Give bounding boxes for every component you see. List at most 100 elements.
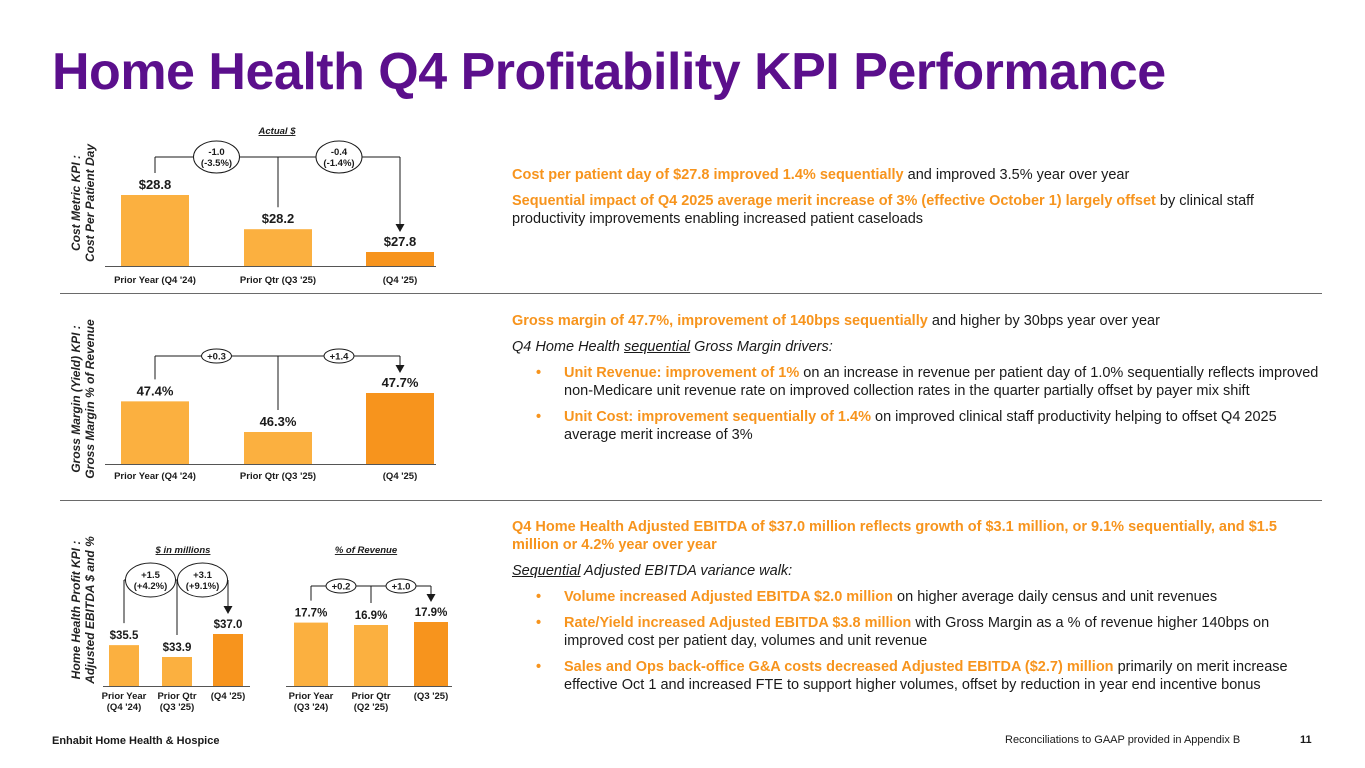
- bridge-label: (+4.2%): [134, 581, 168, 592]
- bridge-oval: [385, 578, 417, 594]
- bar: [109, 645, 139, 686]
- ebitda-bullet-1-text: on higher average daily census and unit …: [893, 589, 1218, 605]
- chart-header: Actual $: [258, 126, 297, 137]
- category-label: (Q3 '24): [294, 702, 328, 713]
- category-label: (Q2 '25): [354, 702, 388, 713]
- bridge-oval: [125, 562, 176, 598]
- margin-commentary: Gross margin of 47.7%, improvement of 14…: [512, 312, 1322, 452]
- margin-drivers-underlined: sequential: [624, 339, 691, 355]
- bridge-label: -1.0: [208, 147, 224, 158]
- bridge-oval: [323, 348, 355, 364]
- ebitda-commentary: Q4 Home Health Adjusted EBITDA of $37.0 …: [512, 518, 1322, 702]
- margin-commentary-para-1: Gross margin of 47.7%, improvement of 14…: [512, 312, 1322, 330]
- arrow-down-icon: [426, 594, 436, 602]
- bullet-icon: •: [536, 365, 542, 381]
- list-item: • Sales and Ops back-office G&A costs dec…: [512, 658, 1322, 694]
- bridge-label: (-1.4%): [323, 158, 354, 169]
- ebitda-walk-underlined: Sequential: [512, 563, 581, 579]
- category-label: (Q3 '25): [414, 691, 448, 702]
- bar: [213, 634, 243, 686]
- bullet-icon: •: [536, 615, 542, 631]
- category-label: Prior Year: [102, 691, 147, 702]
- category-label: (Q4 '24): [107, 702, 141, 713]
- margin-highlight-1: Gross margin of 47.7%, improvement of 14…: [512, 313, 928, 329]
- category-label: (Q4 '25): [383, 275, 417, 286]
- data-label: 17.7%: [295, 608, 328, 620]
- arrow-down-icon: [223, 606, 233, 614]
- gross-margin-chart: 47.4% 46.3% 47.7% Prior Year (Q4 '24) Prior …: [105, 348, 436, 482]
- cost-text-2: by clinical staff productivity improveme…: [512, 193, 1254, 227]
- bar: [244, 229, 312, 266]
- data-label: 17.9%: [415, 607, 448, 619]
- bridge-label: +3.1: [193, 570, 212, 581]
- bar: [162, 657, 192, 686]
- ebitda-bullet-1-highlight: Volume increased Adjusted EBITDA $2.0 mi…: [564, 589, 894, 605]
- bar: [244, 432, 312, 464]
- cost-commentary-para-2: Sequential impact of Q4 2025 average mer…: [512, 192, 1322, 228]
- data-label: 46.3%: [260, 414, 297, 429]
- bar: [294, 622, 328, 686]
- category-label: Prior Year (Q4 '24): [114, 471, 196, 482]
- cost-per-patient-day-chart: Actual $ $28.8 $28.2 $27.8 Prior Year (Q4 '2…: [105, 126, 436, 286]
- bridge-label: +0.2: [332, 582, 351, 593]
- footer-note: Reconciliations to GAAP provided in Appe…: [1005, 734, 1241, 746]
- bar: [121, 195, 189, 266]
- ebitda-highlight-1: Q4 Home Health Adjusted EBITDA of $37.0 …: [512, 519, 1277, 553]
- chart-header: $ in millions: [155, 545, 211, 556]
- bridge-label: (+9.1%): [186, 581, 220, 592]
- bridge-label: +1.0: [392, 582, 411, 593]
- margin-text-1: and higher by 30bps year over year: [927, 313, 1160, 329]
- ebitda-walk-list: • Volume increased Adjusted EBITDA $2.0 m…: [512, 588, 1322, 694]
- footer-company: Enhabit Home Health & Hospice: [52, 735, 220, 747]
- ebitda-bullet-3-highlight: Sales and Ops back-office G&A costs decr…: [564, 659, 1114, 675]
- bar: [354, 625, 388, 686]
- arrow-down-icon: [395, 224, 405, 232]
- ebitda-bullet-2-highlight: Rate/Yield increased Adjusted EBITDA $3.…: [564, 615, 912, 631]
- bridge-oval: [193, 140, 240, 174]
- cost-commentary-para-1: Cost per patient day of $27.8 improved 1…: [512, 166, 1322, 184]
- bar: [366, 252, 434, 266]
- margin-bullet-2-highlight: Unit Cost: improvement sequentially of 1…: [564, 409, 871, 425]
- arrow-down-icon: [395, 365, 405, 373]
- cost-text-1: and improved 3.5% year over year: [903, 167, 1130, 183]
- bridge-oval: [201, 348, 232, 364]
- category-label: (Q4 '25): [211, 691, 245, 702]
- page-number: 11: [1300, 734, 1312, 746]
- data-label: $35.5: [110, 630, 139, 642]
- bullet-icon: •: [536, 659, 542, 675]
- data-label: $28.2: [262, 211, 295, 226]
- cost-highlight-2: Sequential impact of Q4 2025 average mer…: [512, 193, 1156, 209]
- ebitda-bullet-3-text: primarily on merit increase effective Oc…: [564, 659, 1288, 693]
- section-divider-1: [60, 293, 1322, 294]
- bridge-label: -0.4: [331, 147, 348, 158]
- cost-highlight-1: Cost per patient day of $27.8 improved 1…: [512, 167, 904, 183]
- bridge-label: +1.5: [141, 570, 160, 581]
- bridge-oval: [177, 562, 228, 598]
- bridge-oval: [325, 578, 357, 594]
- margin-drivers-list: • Unit Revenue: improvement of 1% on an i…: [512, 364, 1322, 444]
- category-label: Prior Qtr (Q3 '25): [240, 275, 316, 286]
- bar: [414, 622, 448, 686]
- list-item: • Unit Cost: improvement sequentially of …: [512, 408, 1322, 444]
- margin-bullet-1-highlight: Unit Revenue: improvement of 1%: [564, 365, 800, 381]
- ebitda-walk-b: Adjusted EBITDA variance walk:: [580, 563, 793, 579]
- category-label: (Q4 '25): [383, 471, 417, 482]
- bullet-icon: •: [536, 409, 542, 425]
- margin-drivers-b: Gross Margin drivers:: [690, 339, 833, 355]
- bridge-label: (-3.5%): [201, 158, 232, 169]
- category-label: Prior Qtr: [351, 691, 390, 702]
- margin-drivers-a: Q4 Home Health: [512, 339, 625, 355]
- page-title: Home Health Q4 Profitability KPI Perform…: [52, 43, 1166, 101]
- data-label: 47.4%: [137, 383, 174, 398]
- list-item: • Volume increased Adjusted EBITDA $2.0 m…: [512, 588, 1322, 606]
- bridge-oval: [315, 140, 363, 174]
- ebitda-commentary-para-1: Q4 Home Health Adjusted EBITDA of $37.0 …: [512, 518, 1322, 554]
- data-label: $27.8: [384, 234, 417, 249]
- chart-header: % of Revenue: [335, 545, 398, 556]
- section-divider-2: [60, 500, 1322, 501]
- margin-drivers-heading: Q4 Home Health sequential Gross Margin d…: [512, 338, 1322, 356]
- data-label: 47.7%: [382, 375, 419, 390]
- data-label: $28.8: [139, 177, 172, 192]
